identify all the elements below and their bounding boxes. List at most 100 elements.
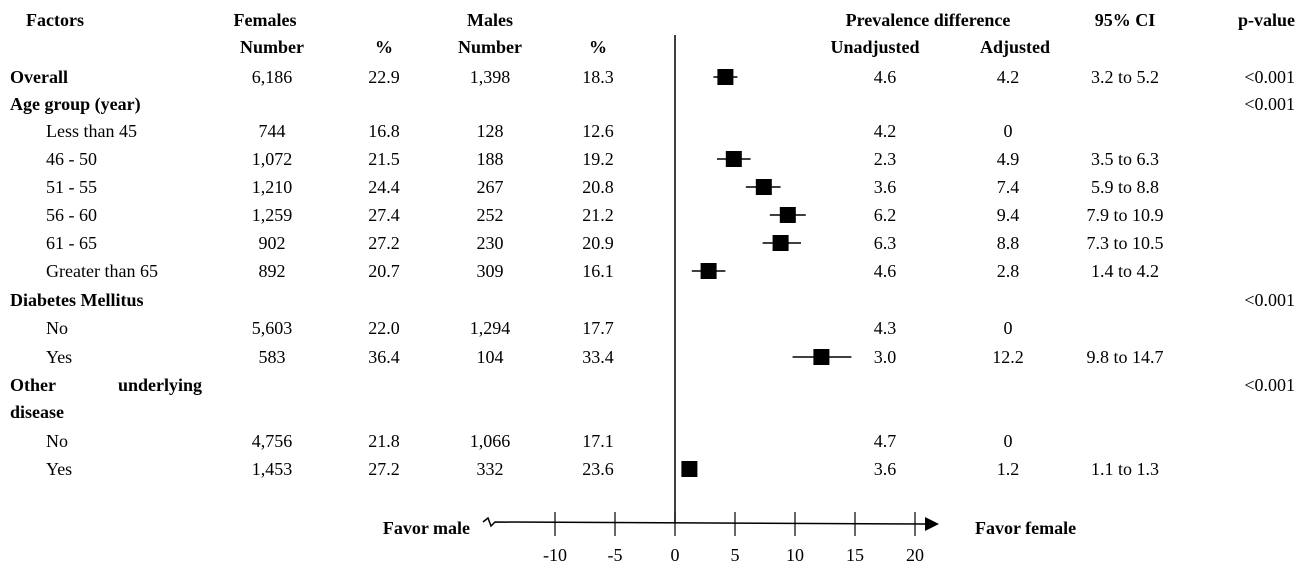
cell: 583 bbox=[258, 347, 286, 367]
cell: 0 bbox=[1003, 431, 1013, 451]
point-estimate bbox=[755, 179, 772, 195]
group-label: Age group (year) bbox=[10, 94, 141, 114]
cell: 7.3 to 10.5 bbox=[1086, 233, 1164, 253]
cell: 5,603 bbox=[251, 318, 293, 338]
header: % bbox=[375, 37, 393, 57]
cell: 27.2 bbox=[368, 233, 400, 253]
cell: <0.001 bbox=[1244, 290, 1295, 310]
cell: 21.5 bbox=[368, 149, 400, 169]
cell: 1,210 bbox=[251, 177, 293, 197]
cell: 20.9 bbox=[582, 233, 614, 253]
cell: 17.7 bbox=[582, 318, 614, 338]
cell: 1,066 bbox=[469, 431, 511, 451]
cell: 1,453 bbox=[251, 459, 293, 479]
header: 95% CI bbox=[1094, 10, 1156, 30]
cell: 309 bbox=[476, 261, 504, 281]
row-label: 46 - 50 bbox=[46, 149, 97, 169]
point-estimate bbox=[725, 151, 742, 167]
point-estimate bbox=[813, 349, 830, 365]
header: Females bbox=[233, 10, 297, 30]
cell: 18.3 bbox=[582, 67, 614, 87]
cell: 20.8 bbox=[582, 177, 614, 197]
axis-arrow bbox=[925, 517, 939, 531]
cell: 892 bbox=[258, 261, 286, 281]
cell: 17.1 bbox=[582, 431, 614, 451]
cell: 4.9 bbox=[996, 149, 1020, 169]
cell: 4.7 bbox=[873, 431, 897, 451]
cell: 3.0 bbox=[873, 347, 897, 367]
row-label: 61 - 65 bbox=[46, 233, 97, 253]
cell: 12.6 bbox=[582, 121, 614, 141]
cell: 2.3 bbox=[873, 149, 897, 169]
axis-label: Favor male bbox=[382, 518, 470, 538]
header: Males bbox=[467, 10, 513, 30]
cell: 1,259 bbox=[251, 205, 293, 225]
cell: 22.0 bbox=[368, 318, 400, 338]
cell: <0.001 bbox=[1244, 94, 1295, 114]
cell: 8.8 bbox=[996, 233, 1020, 253]
header: Number bbox=[240, 37, 304, 57]
row-label: Greater than 65 bbox=[46, 261, 158, 281]
axis-line bbox=[482, 516, 928, 528]
cell: 3.6 bbox=[873, 177, 897, 197]
cell: <0.001 bbox=[1244, 375, 1295, 395]
group-label: Diabetes Mellitus bbox=[10, 290, 144, 310]
tick-label: -10 bbox=[543, 545, 567, 565]
header: Adjusted bbox=[979, 37, 1051, 57]
cell: 4.2 bbox=[996, 67, 1020, 87]
cell: 6,186 bbox=[251, 67, 293, 87]
cell: 9.8 to 14.7 bbox=[1086, 347, 1164, 367]
cell: 22.9 bbox=[368, 67, 400, 87]
row-label: Less than 45 bbox=[46, 121, 137, 141]
cell: 12.2 bbox=[992, 347, 1024, 367]
header: Prevalence difference bbox=[845, 10, 1011, 30]
point-estimate bbox=[779, 207, 796, 223]
tick-label: 0 bbox=[670, 545, 680, 565]
cell: 0 bbox=[1003, 318, 1013, 338]
cell: 16.8 bbox=[368, 121, 400, 141]
cell: 21.8 bbox=[368, 431, 400, 451]
cell: 16.1 bbox=[582, 261, 614, 281]
cell: 4.6 bbox=[873, 261, 897, 281]
cell: 24.4 bbox=[368, 177, 400, 197]
point-estimate bbox=[772, 235, 789, 251]
row-label: Yes bbox=[46, 459, 73, 479]
header: % bbox=[589, 37, 607, 57]
cell: 27.4 bbox=[368, 205, 400, 225]
row-label: 51 - 55 bbox=[46, 177, 97, 197]
cell: 5.9 to 8.8 bbox=[1090, 177, 1160, 197]
cell: 33.4 bbox=[582, 347, 614, 367]
row-label: No bbox=[46, 318, 68, 338]
header: Number bbox=[458, 37, 522, 57]
cell: 252 bbox=[476, 205, 504, 225]
cell: 3.6 bbox=[873, 459, 897, 479]
cell: 2.8 bbox=[996, 261, 1020, 281]
cell: 1.2 bbox=[996, 459, 1020, 479]
header: p-value bbox=[1237, 10, 1295, 30]
row-label: Overall bbox=[10, 67, 68, 87]
cell: 128 bbox=[476, 121, 504, 141]
point-estimate bbox=[681, 461, 698, 477]
tick-label: 10 bbox=[786, 545, 804, 565]
header: Unadjusted bbox=[830, 37, 920, 57]
group-label: Other underlying disease bbox=[10, 375, 202, 422]
cell: 4.3 bbox=[873, 318, 897, 338]
cell: 6.2 bbox=[873, 205, 897, 225]
cell: 19.2 bbox=[582, 149, 614, 169]
header: Factors bbox=[26, 10, 84, 30]
cell: 1.4 to 4.2 bbox=[1090, 261, 1160, 281]
cell: 3.5 to 6.3 bbox=[1090, 149, 1160, 169]
cell: 332 bbox=[476, 459, 504, 479]
cell: 744 bbox=[258, 121, 286, 141]
row-label: Yes bbox=[46, 347, 73, 367]
cell: 20.7 bbox=[368, 261, 400, 281]
cell: 267 bbox=[476, 177, 504, 197]
cell: 230 bbox=[476, 233, 504, 253]
cell: 23.6 bbox=[582, 459, 614, 479]
cell: 188 bbox=[476, 149, 504, 169]
cell: 0 bbox=[1003, 121, 1013, 141]
cell: 27.2 bbox=[368, 459, 400, 479]
tick-label: 5 bbox=[730, 545, 740, 565]
row-label: 56 - 60 bbox=[46, 205, 97, 225]
